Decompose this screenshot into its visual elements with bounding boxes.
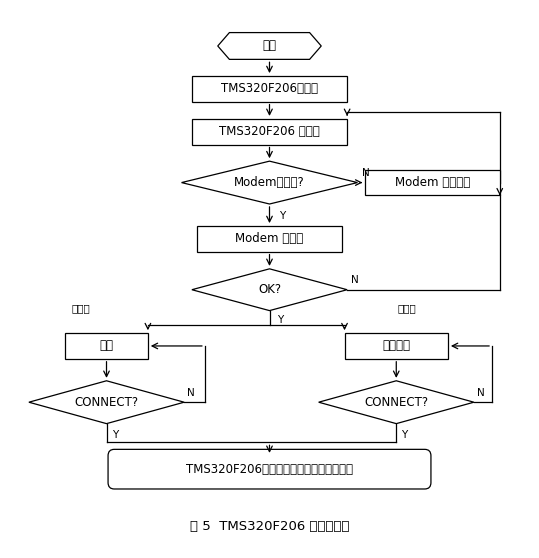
Bar	[192, 119, 347, 145]
Text: 等待应答: 等待应答	[382, 339, 410, 353]
Text: 图 5  TMS320F206 程序流程图: 图 5 TMS320F206 程序流程图	[190, 521, 349, 533]
Polygon shape	[182, 161, 357, 204]
Text: Y: Y	[277, 315, 284, 325]
Text: N: N	[362, 168, 369, 178]
Text: TMS320F206初始化: TMS320F206初始化	[221, 83, 318, 95]
Bar	[197, 226, 342, 252]
Text: Y: Y	[279, 211, 285, 221]
Text: CONNECT?: CONNECT?	[74, 396, 139, 408]
Text: Y: Y	[112, 430, 118, 440]
Bar	[65, 333, 148, 359]
Text: TMS320F206开同步口，进行同步数据传输: TMS320F206开同步口，进行同步数据传输	[186, 463, 353, 475]
Polygon shape	[192, 269, 347, 311]
Bar	[192, 76, 347, 102]
FancyBboxPatch shape	[108, 449, 431, 489]
Bar	[344, 333, 448, 359]
Polygon shape	[218, 32, 321, 59]
Text: 拨号: 拨号	[100, 339, 114, 353]
Text: 开始: 开始	[262, 40, 277, 52]
Text: 被叫端: 被叫端	[397, 304, 416, 314]
Text: N: N	[477, 388, 485, 397]
Text: N: N	[187, 388, 195, 397]
Text: Modem 初始化: Modem 初始化	[236, 232, 303, 246]
Polygon shape	[29, 381, 184, 424]
Bar	[365, 170, 500, 195]
Text: N: N	[351, 275, 359, 285]
Polygon shape	[319, 381, 474, 424]
Text: Modem 重新复位: Modem 重新复位	[395, 176, 470, 189]
Text: TMS320F206 开异步: TMS320F206 开异步	[219, 125, 320, 138]
Text: CONNECT?: CONNECT?	[364, 396, 429, 408]
Text: 主叫端: 主叫端	[71, 304, 90, 314]
Text: Y: Y	[402, 430, 407, 440]
Text: Modem准备好?: Modem准备好?	[234, 176, 305, 189]
Text: OK?: OK?	[258, 283, 281, 296]
